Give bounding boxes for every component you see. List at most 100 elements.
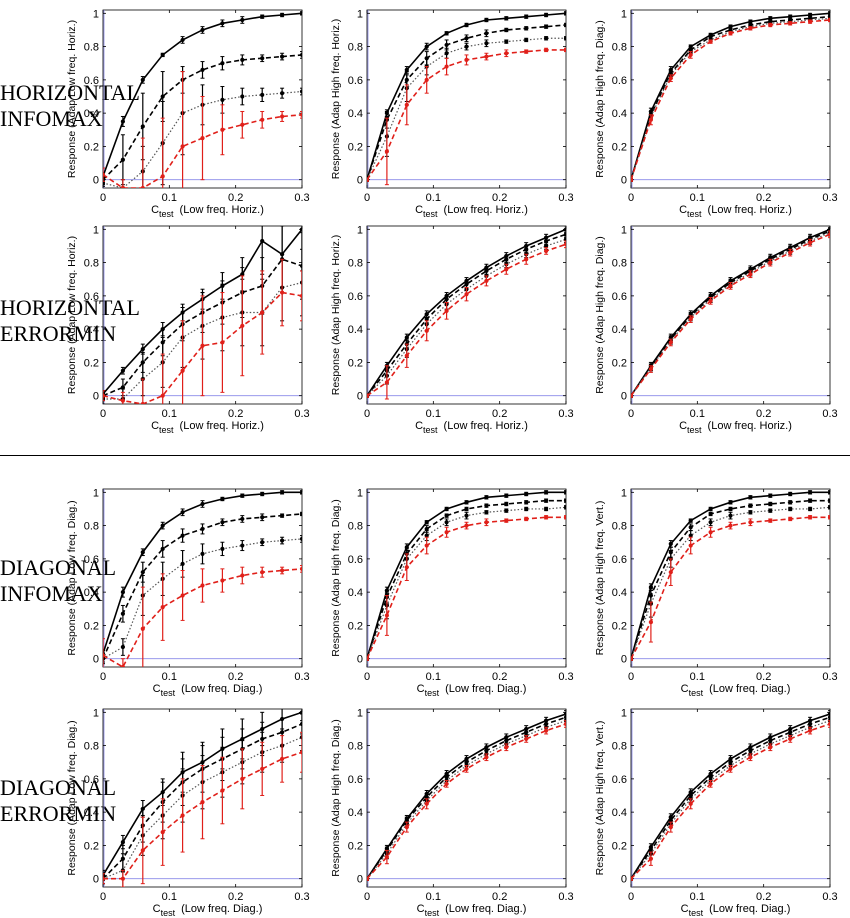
x-tick-label: 0 xyxy=(364,891,370,903)
y-tick-label: 0.6 xyxy=(612,554,627,566)
x-axis-label-rest: (Low freq. Diag.) xyxy=(181,903,262,915)
y-tick-label: 0.4 xyxy=(612,324,627,336)
data-point xyxy=(563,721,566,727)
y-tick-label: 0.8 xyxy=(348,258,363,270)
data-point xyxy=(788,491,793,497)
data-point xyxy=(788,21,793,26)
y-tick-label: 0.6 xyxy=(348,75,363,87)
data-point xyxy=(504,257,509,262)
data-point xyxy=(180,593,185,598)
data-point xyxy=(544,36,549,41)
data-point xyxy=(808,240,813,245)
y-tick-label: 0.2 xyxy=(84,620,99,632)
x-tick-label: 0.1 xyxy=(426,891,441,903)
y-tick-label: 0.4 xyxy=(84,324,99,336)
series-line-s2 xyxy=(631,15,830,180)
data-point xyxy=(220,97,225,102)
y-tick-label: 0.4 xyxy=(84,108,99,120)
data-point xyxy=(120,839,125,845)
chart-panel: 0 0.1 0.2 0.3 0 0.2 0.4 0.6 0.8 1 Response (Adap H… xyxy=(594,8,838,219)
series-line-s4 xyxy=(367,49,566,181)
data-point xyxy=(299,536,302,542)
y-tick-label: 0.8 xyxy=(84,42,99,54)
x-tick-label: 0.3 xyxy=(822,671,837,683)
data-point xyxy=(280,538,285,543)
data-point xyxy=(120,664,125,667)
plot-frame xyxy=(366,708,567,888)
x-axis-label-main: C xyxy=(681,903,689,915)
data-point xyxy=(708,511,713,517)
x-tick-label: 0.2 xyxy=(492,891,507,903)
x-axis-label-rest: (Low freq. Horiz.) xyxy=(444,204,528,216)
data-point xyxy=(563,47,566,53)
data-point xyxy=(524,37,529,43)
y-tick-label: 0 xyxy=(93,874,99,886)
data-point xyxy=(728,24,733,29)
data-point xyxy=(220,546,225,551)
y-tick-label: 0.2 xyxy=(84,141,99,153)
x-tick-label: 0 xyxy=(628,192,634,204)
data-point xyxy=(748,272,753,277)
data-point xyxy=(384,380,389,385)
x-axis-label: Ctest (Low freq. Horiz.) xyxy=(415,420,528,435)
x-tick-label: 0.3 xyxy=(294,891,309,903)
data-point xyxy=(504,27,509,33)
data-point xyxy=(748,19,753,24)
x-axis-label-rest: (Low freq. Diag.) xyxy=(445,683,526,695)
data-point xyxy=(444,308,449,313)
data-point xyxy=(299,511,302,517)
series-line-s4 xyxy=(367,723,566,880)
series-line-s4 xyxy=(631,19,830,180)
data-point xyxy=(299,227,302,232)
data-point xyxy=(444,64,449,69)
data-point xyxy=(708,34,713,39)
data-point xyxy=(748,503,753,508)
data-point xyxy=(768,518,773,523)
y-axis-label: Response (Adap Low freq. Horiz.) xyxy=(66,236,78,394)
x-tick-label: 0.2 xyxy=(756,891,771,903)
series-line-s2 xyxy=(367,233,566,397)
data-point xyxy=(299,293,302,298)
y-tick-label: 0.8 xyxy=(84,258,99,270)
x-tick-label: 0 xyxy=(100,671,106,683)
data-point xyxy=(220,788,225,793)
data-point xyxy=(827,721,830,727)
x-tick-label: 0.2 xyxy=(492,671,507,683)
plot-area xyxy=(103,709,302,887)
data-point xyxy=(140,401,145,404)
data-point xyxy=(504,508,509,513)
data-point xyxy=(120,644,125,650)
data-point xyxy=(504,745,509,750)
x-axis-label-main: C xyxy=(679,204,687,216)
y-tick-label: 0.4 xyxy=(84,807,99,819)
y-axis-label: Response (Adap High freq. Diag.) xyxy=(594,20,606,178)
data-point xyxy=(464,766,469,771)
data-point xyxy=(688,533,693,538)
data-point xyxy=(200,800,205,805)
data-point xyxy=(484,31,489,36)
data-point xyxy=(728,523,733,528)
x-axis-label-sub: test xyxy=(161,688,176,698)
chart-panel: 0 0.1 0.2 0.3 0 0.2 0.4 0.6 0.8 1 Response (Adap H… xyxy=(594,707,838,918)
data-point xyxy=(504,518,509,523)
y-tick-label: 0 xyxy=(93,654,99,666)
x-axis-label: Ctest (Low freq. Horiz.) xyxy=(151,420,264,435)
x-tick-label: 0.3 xyxy=(558,192,573,204)
x-axis-label-main: C xyxy=(415,420,423,432)
data-point xyxy=(404,335,409,340)
data-point xyxy=(648,856,654,861)
data-point xyxy=(260,491,265,497)
data-point xyxy=(140,848,145,853)
data-point xyxy=(404,545,409,550)
data-point xyxy=(688,801,693,806)
data-point xyxy=(524,500,529,505)
data-point xyxy=(280,54,285,59)
series-line-s2 xyxy=(631,230,830,397)
data-point xyxy=(563,227,566,232)
data-point xyxy=(708,520,713,525)
x-axis-label-sub: test xyxy=(687,209,702,219)
data-point xyxy=(160,94,165,99)
series-line-s3 xyxy=(103,281,302,400)
x-axis-label: Ctest (Low freq. Horiz.) xyxy=(679,204,792,219)
data-point xyxy=(708,506,713,512)
